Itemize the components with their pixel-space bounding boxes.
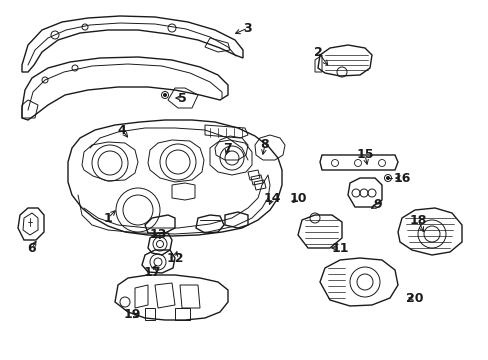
Text: 13: 13: [149, 229, 166, 242]
Text: 2: 2: [313, 45, 322, 58]
Text: 16: 16: [392, 171, 410, 184]
Text: 14: 14: [263, 192, 280, 204]
Text: 18: 18: [408, 213, 426, 226]
Text: 8: 8: [260, 139, 269, 152]
Text: 20: 20: [406, 292, 423, 305]
Text: 9: 9: [373, 198, 382, 211]
Text: 15: 15: [356, 148, 373, 162]
Text: 5: 5: [177, 91, 186, 104]
Text: 4: 4: [118, 123, 126, 136]
Text: 17: 17: [143, 266, 161, 279]
Text: 3: 3: [243, 22, 252, 35]
Text: 12: 12: [166, 252, 183, 265]
Text: 11: 11: [330, 242, 348, 255]
Circle shape: [386, 176, 389, 180]
Text: 10: 10: [289, 192, 306, 204]
Text: 19: 19: [123, 309, 141, 321]
Text: 1: 1: [103, 211, 112, 225]
Text: 7: 7: [223, 141, 232, 154]
Text: 6: 6: [28, 242, 36, 255]
Circle shape: [163, 94, 166, 96]
